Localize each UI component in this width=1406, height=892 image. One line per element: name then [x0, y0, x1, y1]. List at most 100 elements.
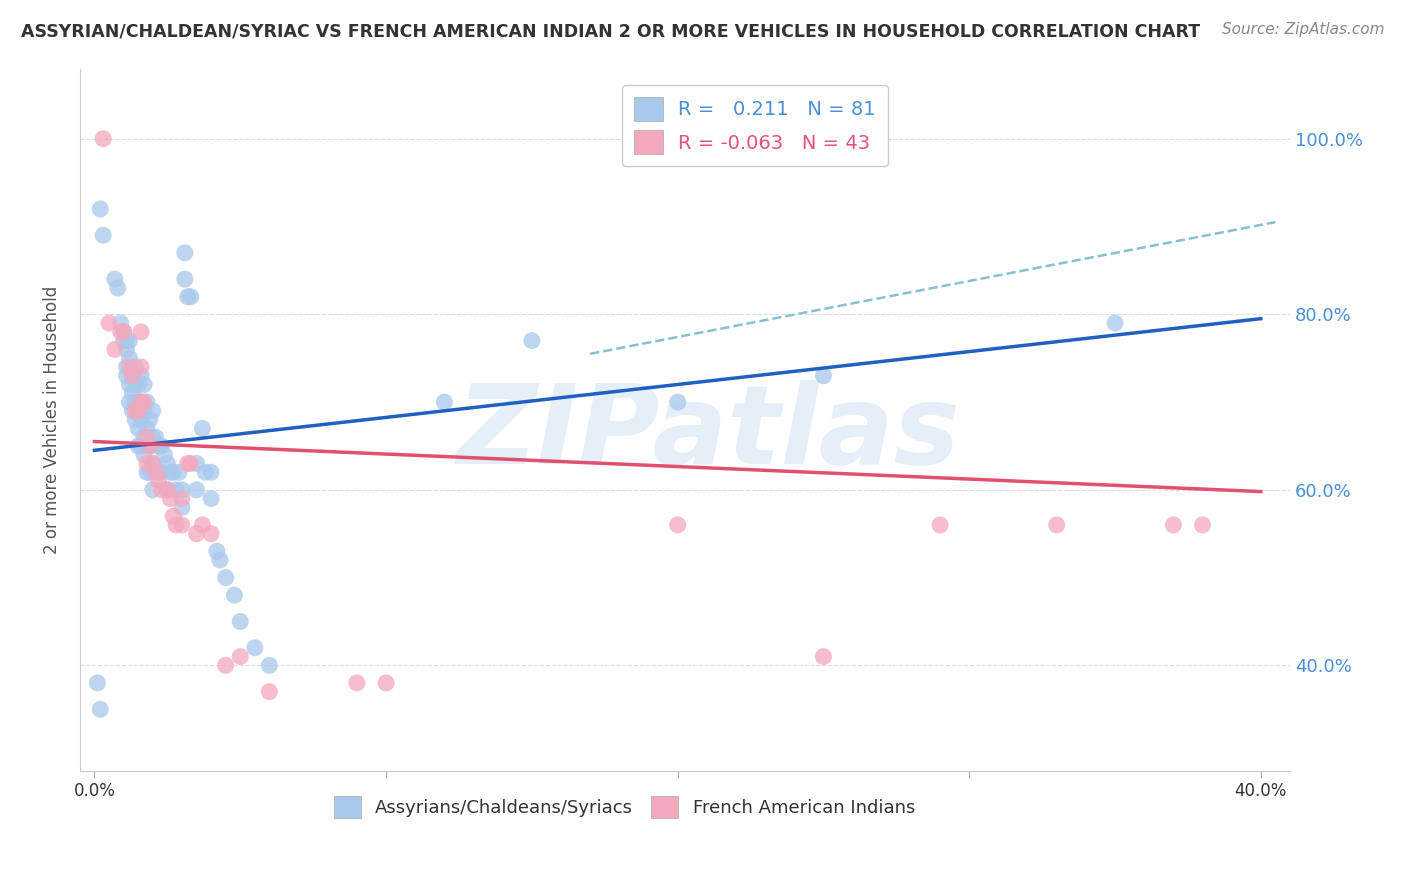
- Point: [159, 491, 181, 506]
- Point: [136, 421, 159, 435]
- Point: [129, 325, 152, 339]
- Point: [115, 343, 138, 357]
- Point: [142, 404, 165, 418]
- Point: [127, 395, 149, 409]
- Point: [129, 368, 152, 383]
- Point: [200, 465, 222, 479]
- Point: [107, 281, 129, 295]
- Point: [153, 448, 176, 462]
- Point: [170, 491, 193, 506]
- Point: [150, 483, 173, 497]
- Point: [346, 676, 368, 690]
- Point: [173, 272, 195, 286]
- Point: [136, 439, 159, 453]
- Point: [121, 404, 143, 418]
- Point: [110, 325, 132, 339]
- Legend: Assyrians/Chaldeans/Syriacs, French American Indians: Assyrians/Chaldeans/Syriacs, French Amer…: [326, 789, 922, 825]
- Point: [162, 509, 184, 524]
- Point: [129, 412, 152, 426]
- Point: [89, 202, 111, 216]
- Point: [229, 649, 252, 664]
- Point: [224, 588, 246, 602]
- Point: [666, 772, 689, 787]
- Point: [170, 517, 193, 532]
- Text: ZIPatlas: ZIPatlas: [457, 380, 962, 487]
- Point: [156, 483, 179, 497]
- Point: [139, 465, 162, 479]
- Point: [813, 649, 835, 664]
- Point: [156, 483, 179, 497]
- Point: [136, 430, 159, 444]
- Point: [86, 676, 108, 690]
- Point: [142, 457, 165, 471]
- Y-axis label: 2 or more Vehicles in Household: 2 or more Vehicles in Household: [44, 285, 60, 554]
- Point: [118, 395, 141, 409]
- Point: [666, 395, 689, 409]
- Point: [139, 412, 162, 426]
- Point: [156, 457, 179, 471]
- Point: [91, 132, 114, 146]
- Point: [115, 368, 138, 383]
- Point: [124, 412, 146, 426]
- Point: [132, 430, 155, 444]
- Point: [165, 517, 187, 532]
- Point: [194, 465, 217, 479]
- Point: [112, 334, 135, 348]
- Point: [118, 334, 141, 348]
- Text: Source: ZipAtlas.com: Source: ZipAtlas.com: [1222, 22, 1385, 37]
- Point: [259, 684, 281, 698]
- Point: [186, 526, 208, 541]
- Point: [148, 439, 170, 453]
- Point: [208, 553, 231, 567]
- Point: [142, 457, 165, 471]
- Point: [129, 439, 152, 453]
- Point: [205, 544, 228, 558]
- Point: [259, 658, 281, 673]
- Point: [215, 571, 238, 585]
- Point: [159, 465, 181, 479]
- Point: [1191, 517, 1213, 532]
- Point: [121, 368, 143, 383]
- Point: [433, 395, 456, 409]
- Point: [132, 404, 155, 418]
- Point: [124, 377, 146, 392]
- Point: [1046, 517, 1069, 532]
- Point: [98, 316, 121, 330]
- Point: [121, 386, 143, 401]
- Point: [145, 465, 167, 479]
- Point: [173, 245, 195, 260]
- Point: [1104, 316, 1126, 330]
- Point: [148, 465, 170, 479]
- Point: [136, 395, 159, 409]
- Point: [132, 377, 155, 392]
- Point: [129, 395, 152, 409]
- Point: [229, 615, 252, 629]
- Point: [139, 439, 162, 453]
- Point: [112, 325, 135, 339]
- Point: [124, 395, 146, 409]
- Point: [150, 465, 173, 479]
- Point: [177, 290, 200, 304]
- Point: [142, 430, 165, 444]
- Point: [520, 334, 543, 348]
- Point: [180, 290, 202, 304]
- Point: [91, 228, 114, 243]
- Text: ASSYRIAN/CHALDEAN/SYRIAC VS FRENCH AMERICAN INDIAN 2 OR MORE VEHICLES IN HOUSEHO: ASSYRIAN/CHALDEAN/SYRIAC VS FRENCH AMERI…: [21, 22, 1201, 40]
- Point: [89, 702, 111, 716]
- Point: [129, 395, 152, 409]
- Point: [118, 359, 141, 374]
- Point: [127, 377, 149, 392]
- Point: [118, 377, 141, 392]
- Point: [136, 465, 159, 479]
- Point: [127, 421, 149, 435]
- Point: [929, 517, 952, 532]
- Point: [191, 421, 214, 435]
- Point: [162, 465, 184, 479]
- Point: [124, 359, 146, 374]
- Point: [200, 491, 222, 506]
- Point: [145, 430, 167, 444]
- Point: [170, 500, 193, 515]
- Point: [115, 359, 138, 374]
- Point: [148, 474, 170, 488]
- Point: [375, 676, 398, 690]
